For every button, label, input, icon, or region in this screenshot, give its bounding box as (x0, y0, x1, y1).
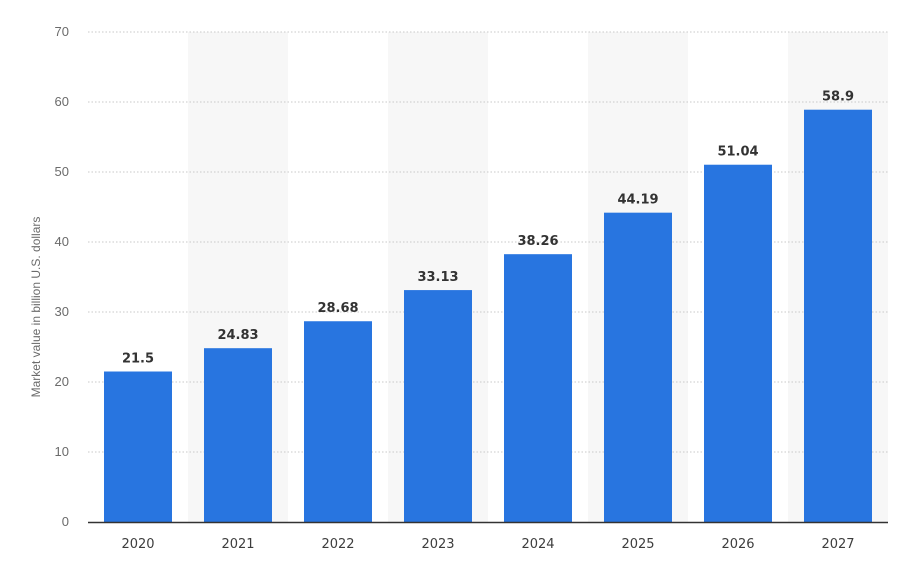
y-axis-ticks: 0 10 20 30 40 50 60 70 (55, 24, 69, 529)
y-tick-label: 60 (55, 94, 69, 109)
data-label: 44.19 (617, 193, 658, 208)
data-label: 51.04 (717, 145, 758, 160)
x-tick-label: 2021 (221, 537, 254, 552)
bar[interactable] (504, 254, 572, 522)
data-labels: 21.5 24.83 28.68 33.13 38.26 44.19 51.04 58.9 (122, 90, 854, 367)
x-axis-ticks: 2020 2021 2022 2023 2024 2025 2026 2027 (121, 537, 854, 552)
y-tick-label: 10 (55, 444, 69, 459)
y-axis-title: Market value in billion U.S. dollars (29, 217, 43, 398)
bar[interactable] (804, 109, 872, 522)
x-tick-label: 2025 (621, 537, 654, 552)
y-tick-label: 50 (55, 164, 69, 179)
bar[interactable] (404, 290, 472, 522)
bar[interactable] (304, 321, 372, 522)
x-tick-label: 2023 (421, 537, 454, 552)
y-tick-label: 0 (62, 514, 69, 529)
y-tick-label: 70 (55, 24, 69, 39)
data-label: 24.83 (217, 328, 258, 343)
bar[interactable] (604, 212, 672, 523)
x-tick-label: 2020 (121, 537, 154, 552)
bar[interactable] (704, 164, 772, 522)
y-tick-label: 20 (55, 374, 69, 389)
bar[interactable] (204, 348, 272, 522)
data-label: 21.5 (122, 352, 154, 367)
y-tick-label: 30 (55, 304, 69, 319)
bar[interactable] (104, 371, 172, 523)
data-label: 33.13 (417, 270, 458, 285)
y-tick-label: 40 (55, 234, 69, 249)
data-label: 58.9 (822, 90, 854, 105)
data-label: 38.26 (517, 234, 558, 249)
x-tick-label: 2026 (721, 537, 754, 552)
bars (104, 109, 872, 523)
data-label: 28.68 (317, 301, 358, 316)
x-tick-label: 2027 (821, 537, 854, 552)
x-tick-label: 2024 (521, 537, 554, 552)
x-tick-label: 2022 (321, 537, 354, 552)
